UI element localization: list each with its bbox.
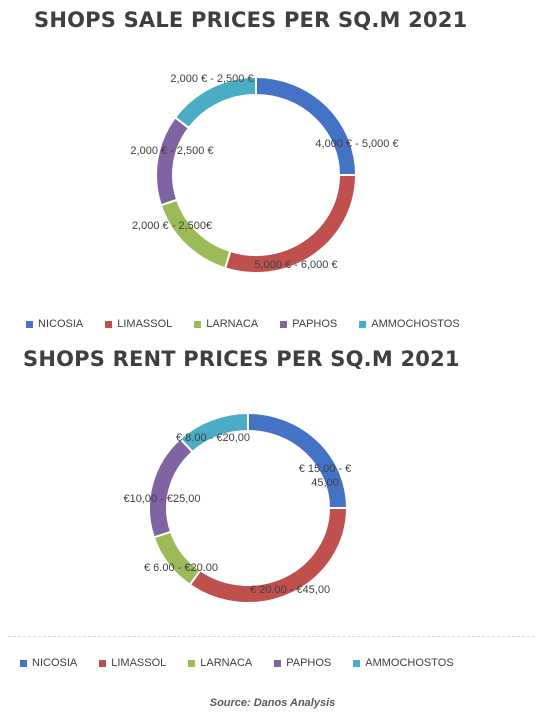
legend-item-larnaca: LARNACA: [188, 657, 252, 669]
slice-paphos: [148, 437, 194, 539]
legend-item-limassol: LIMASSOL: [99, 657, 166, 669]
data-label-paphos: €10,00 - €25,00: [123, 493, 200, 505]
data-label-ammochostos: 2,000 € - 2,500 €: [170, 73, 253, 85]
legend-swatch: [359, 320, 367, 328]
slice-larnaca: [152, 530, 202, 587]
legend-item-limassol: LIMASSOL: [105, 318, 172, 330]
legend-label: LARNACA: [200, 657, 253, 669]
legend-swatch: [20, 659, 27, 667]
donut-chart-rent: € 15.00 - €45,00 € 20.00 - €45,00 € 6.00 -…: [123, 411, 352, 604]
data-label-larnaca: € 6.00 - €20.00: [144, 562, 218, 574]
chart-title-sale: SHOPS SALE PRICES PER SQ.M 2021: [34, 8, 468, 32]
legend-label: PAPHOS: [292, 318, 338, 330]
legend-label: PAPHOS: [286, 657, 332, 669]
legend-label: NICOSIA: [38, 318, 84, 330]
legend-item-ammochostos: AMMOCHOSTOS: [353, 657, 454, 669]
data-label-nicosia: 4,000 € - 5,000 €: [315, 138, 398, 150]
data-label-limassol: € 20.00 - €45,00: [250, 584, 330, 596]
divider: [8, 636, 535, 637]
legend-swatch: [280, 320, 288, 328]
slice-larnaca: [159, 198, 232, 270]
donut-chart-sale: 4,000 € - 5,000 € 5,000 € - 6,000 € 2,000 …: [130, 73, 399, 274]
slice-nicosia: [255, 75, 358, 176]
legend-item-paphos: PAPHOS: [280, 318, 337, 330]
legend-swatch: [353, 659, 361, 667]
legend-label: NICOSIA: [32, 657, 78, 669]
legend-swatch: [194, 320, 202, 328]
legend-item-nicosia: NICOSIA: [20, 657, 77, 669]
legend-item-larnaca: LARNACA: [194, 318, 258, 330]
legend-swatch: [188, 659, 196, 667]
legend-swatch: [99, 659, 107, 667]
slice-paphos: [155, 115, 191, 207]
source-note: Source: Danos Analysis: [209, 697, 336, 709]
data-label-ammochostos: € 8.00 - €20,00: [176, 432, 250, 444]
data-label-paphos: 2,000 € - 2,500 €: [130, 145, 213, 157]
legend-label: LIMASSOL: [111, 657, 167, 669]
slice-ammochostos: [178, 411, 249, 454]
legend-item-ammochostos: AMMOCHOSTOS: [359, 318, 460, 330]
legend-label: AMMOCHOSTOS: [371, 318, 460, 330]
chart-title-rent: SHOPS RENT PRICES PER SQ.M 2021: [23, 347, 460, 371]
legend-swatch: [105, 320, 113, 328]
slice-ammochostos: [173, 75, 257, 130]
legend-item-nicosia: NICOSIA: [26, 318, 83, 330]
data-label-larnaca: 2,000 € - 2,500€: [132, 220, 212, 232]
legend-rent: NICOSIA LIMASSOL LARNACA PAPHOS AMMOCHOSTOS: [20, 657, 454, 669]
legend-swatch: [26, 320, 33, 328]
slice-nicosia: [247, 411, 349, 509]
legend-item-paphos: PAPHOS: [274, 657, 331, 669]
legend-swatch: [274, 659, 282, 667]
legend-label: LARNACA: [206, 318, 259, 330]
legend-sale: NICOSIA LIMASSOL LARNACA PAPHOS AMMOCHOSTOS: [26, 318, 460, 330]
legend-label: LIMASSOL: [117, 318, 173, 330]
data-label-nicosia: € 15.00 - €45,00: [299, 463, 352, 489]
data-label-limassol: 5,000 € - 6,000 €: [254, 259, 337, 271]
legend-label: AMMOCHOSTOS: [365, 657, 454, 669]
